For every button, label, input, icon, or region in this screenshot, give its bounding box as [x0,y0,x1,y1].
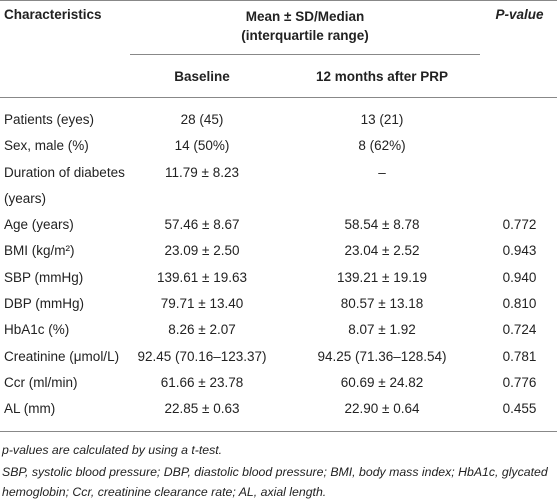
p-value-cell: 0.943 [502,243,537,259]
header-line: (interquartile range) [241,28,369,43]
p-value-cell [482,160,557,213]
row-label: SBP (mmHg) [0,265,122,291]
table-row: SBP (mmHg) 139.61 ± 19.63 139.21 ± 19.19 0.… [0,265,557,291]
table-row: Sex, male (%) 14 (50%) 8 (62%) [0,133,557,159]
value-cell: 11.79 ± 8.23 [165,164,239,180]
header-cell: Characteristics [4,7,102,22]
value-cell: 14 (50%) [174,138,230,154]
value-cell: 8.07 ± 1.92 [348,322,416,338]
value-cell: 22.90 ± 0.64 [344,401,420,417]
header-cell: Baseline [122,55,282,98]
row-label: HbA1c (%) [0,317,122,343]
value-cell: 57.46 ± 8.67 [164,217,240,233]
value-cell: 8.26 ± 2.07 [168,322,236,338]
header-group: Mean ± SD/Median (interquartile range) [130,7,480,55]
row-label: BMI (kg/m²) [0,238,122,264]
p-value-cell: 0.781 [502,348,537,364]
table-body: Patients (eyes) 28 (45) 13 (21) Sex, male (… [0,98,557,432]
header-cell: 12 months after PRP [282,55,482,98]
value-cell: 94.25 (71.36–128.54) [317,348,447,364]
header-cell [0,55,122,98]
value-cell: 28 (45) [180,112,224,127]
value-cell: 60.69 ± 24.82 [340,374,424,390]
p-value-cell [482,98,557,134]
row-label: DBP (mmHg) [0,291,122,317]
table-row: Patients (eyes) 28 (45) 13 (21) [0,98,557,134]
value-cell: 61.66 ± 23.78 [160,374,244,390]
table-row: Duration of diabetes (years) 11.79 ± 8.23 – [0,160,557,213]
row-label: Duration of diabetes (years) [0,160,125,213]
p-value-cell: 0.772 [502,217,537,233]
value-cell: 23.04 ± 2.52 [344,243,420,259]
header-cell: P-value [495,7,544,22]
label-line: Creatinine (μmol/L) [4,348,120,364]
table-row: AL (mm) 22.85 ± 0.63 22.90 ± 0.64 0.455 [0,396,557,431]
value-cell: 79.71 ± 13.40 [160,296,244,312]
row-label: Age (years) [0,212,122,238]
value-cell: 22.85 ± 0.63 [164,401,240,417]
value-cell: 139.61 ± 19.63 [157,269,247,285]
label-line: Duration of diabetes [4,164,125,180]
label-line: DBP (mmHg) [4,296,85,312]
label-line: HbA1c (%) [4,322,70,338]
row-label: Creatinine (μmol/L) [0,344,122,370]
row-label: Sex, male (%) [0,133,122,159]
label-line: BMI (kg/m²) [4,243,75,259]
footnote: p-values are calculated by using a t-tes… [2,442,223,457]
data-table: Characteristics Mean ± SD/Median (interq… [0,0,557,432]
row-label: Patients (eyes) [0,98,122,134]
label-line: SBP (mmHg) [4,269,84,285]
header-cell: Mean ± SD/Median (interquartile range) [122,1,482,55]
header-line: Mean ± SD/Median [245,9,365,24]
table-row: BMI (kg/m²) 23.09 ± 2.50 23.04 ± 2.52 0.943 [0,238,557,264]
value-cell: 80.57 ± 13.18 [340,296,424,312]
p-value-cell: 0.776 [502,374,537,390]
label-line: (years) [4,190,47,206]
value-cell: 139.21 ± 19.19 [337,269,427,285]
value-cell: 13 (21) [360,112,404,127]
footnote: SBP, systolic blood pressure; DBP, diast… [2,464,548,499]
label-line: Sex, male (%) [4,138,89,154]
table-row: DBP (mmHg) 79.71 ± 13.40 80.57 ± 13.18 0.81… [0,291,557,317]
table-row: Ccr (ml/min) 61.66 ± 23.78 60.69 ± 24.82 0.… [0,370,557,396]
p-value-cell [482,133,557,159]
footnotes: p-values are calculated by using a t-tes… [0,432,557,502]
p-value-cell: 0.724 [502,322,537,338]
p-value-cell: 0.940 [502,269,537,285]
row-label: AL (mm) [0,396,122,431]
p-value-cell: 0.810 [502,296,537,312]
value-cell: 8 (62%) [358,138,406,154]
table-row: Age (years) 57.46 ± 8.67 58.54 ± 8.78 0.772 [0,212,557,238]
table-row: Creatinine (μmol/L) 92.45 (70.16–123.37) 9… [0,344,557,370]
value-cell: 92.45 (70.16–123.37) [137,348,267,364]
value-cell: 58.54 ± 8.78 [344,217,420,233]
value-cell: – [378,164,386,180]
table-row: HbA1c (%) 8.26 ± 2.07 8.07 ± 1.92 0.724 [0,317,557,343]
label-line: AL (mm) [4,401,56,417]
row-label: Ccr (ml/min) [0,370,122,396]
header-cell [482,55,557,98]
label-line: Age (years) [4,217,74,233]
label-line: Ccr (ml/min) [4,374,78,390]
p-value-cell: 0.455 [502,401,537,417]
value-cell: 23.09 ± 2.50 [164,243,240,259]
label-line: Patients (eyes) [4,112,95,127]
